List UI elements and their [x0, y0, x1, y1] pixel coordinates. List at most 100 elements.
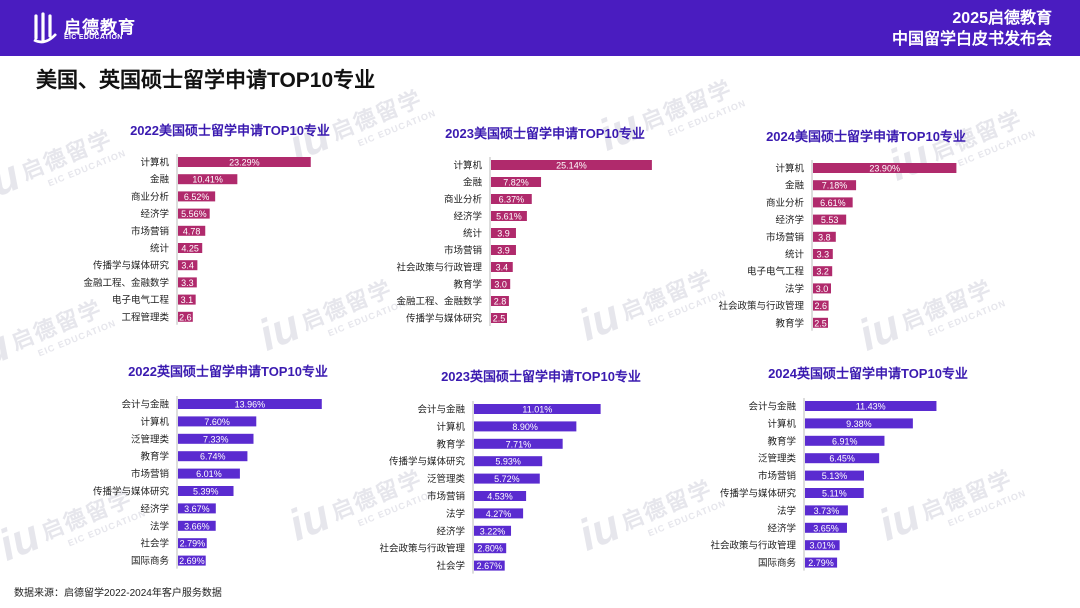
data-value-label: 2.79% [808, 558, 834, 568]
logo-mark-icon [33, 12, 57, 44]
data-bar [178, 538, 207, 549]
category-label: 法学 [785, 283, 804, 295]
data-bar [178, 503, 216, 514]
data-bar [491, 228, 516, 238]
category-label: 商业分析 [131, 191, 170, 203]
data-bar [813, 266, 833, 277]
chart-title: 2022美国硕士留学申请TOP10专业 [130, 123, 330, 138]
data-value-label: 5.13% [822, 471, 848, 481]
data-bar [474, 421, 577, 432]
category-label: 社会政策与行政管理 [710, 540, 796, 552]
data-value-label: 9.38% [846, 419, 872, 429]
category-label: 市场营销 [131, 225, 170, 237]
data-value-label: 2.8 [494, 297, 507, 307]
data-value-label: 4.78 [183, 226, 201, 236]
data-value-label: 6.74% [200, 452, 226, 462]
category-label: 会计与金融 [748, 401, 796, 413]
data-bar [805, 488, 864, 498]
category-label: 工程管理类 [121, 311, 169, 323]
data-value-label: 3.3 [181, 278, 194, 288]
data-source-note: 数据来源：启德留学2022-2024年客户服务数据 [14, 588, 222, 599]
chart-title: 2023英国硕士留学申请TOP10专业 [441, 369, 641, 384]
category-label: 教育学 [453, 279, 482, 291]
data-value-label: 3.22% [480, 526, 506, 536]
data-value-label: 3.9 [497, 229, 510, 239]
category-label: 市场营销 [444, 245, 483, 257]
category-label: 法学 [446, 508, 465, 520]
category-label: 教育学 [775, 317, 804, 329]
page-title: 美国、英国硕士留学申请TOP10专业 [36, 69, 376, 92]
data-bar [474, 508, 524, 519]
data-bar [491, 177, 542, 187]
data-bar [813, 197, 853, 208]
data-value-label: 6.52% [184, 192, 210, 202]
data-bar [178, 225, 206, 236]
data-bar [491, 160, 652, 170]
data-bar [474, 543, 507, 554]
category-label: 商业分析 [444, 194, 483, 206]
category-label: 传播学与媒体研究 [93, 260, 170, 272]
event-title-line-1: 2025启德教育 [952, 10, 1052, 27]
category-label: 社会学 [140, 538, 169, 550]
data-bar [178, 416, 257, 427]
data-value-label: 3.9 [497, 246, 510, 256]
category-label: 计算机 [436, 421, 465, 433]
data-value-label: 3.4 [181, 261, 194, 271]
data-value-label: 2.5 [814, 318, 827, 328]
data-value-label: 2.69% [179, 556, 205, 566]
data-bar [178, 294, 196, 305]
category-label: 统计 [463, 228, 483, 240]
data-value-label: 2.80% [477, 544, 503, 554]
data-bar [178, 243, 203, 253]
data-bar [805, 557, 838, 568]
category-label: 教育学 [140, 451, 169, 463]
data-bar [805, 453, 880, 464]
data-bar [474, 438, 563, 449]
category-label: 电子电气工程 [112, 294, 170, 306]
data-bar [178, 468, 240, 479]
category-label: 社会政策与行政管理 [396, 262, 482, 274]
category-label: 电子电气工程 [747, 266, 805, 278]
category-label: 计算机 [775, 163, 804, 175]
category-label: 计算机 [140, 416, 169, 428]
category-label: 计算机 [767, 418, 796, 430]
data-bar [813, 249, 833, 259]
data-value-label: 25.14% [556, 161, 587, 171]
data-bar [178, 208, 210, 219]
category-label: 传播学与媒体研究 [406, 313, 483, 325]
data-value-label: 11.43% [856, 402, 886, 412]
data-value-label: 4.27% [486, 509, 512, 519]
data-bar [813, 231, 836, 242]
data-value-label: 3.3 [817, 250, 830, 260]
category-label: 市场营销 [131, 468, 170, 480]
data-bar [491, 245, 516, 255]
data-value-label: 3.01% [810, 541, 836, 551]
category-label: 教育学 [436, 438, 465, 450]
data-value-label: 6.45% [829, 454, 855, 464]
data-value-label: 6.91% [832, 436, 858, 446]
data-value-label: 7.18% [822, 181, 848, 191]
data-value-label: 23.90% [869, 164, 900, 174]
category-label: 金融 [150, 174, 170, 186]
data-value-label: 3.66% [184, 521, 210, 531]
data-bar [178, 311, 193, 322]
category-label: 统计 [150, 243, 170, 255]
data-bar [805, 418, 913, 429]
data-value-label: 2.67% [477, 561, 503, 571]
data-bar [474, 404, 601, 414]
data-value-label: 7.60% [204, 417, 230, 427]
category-label: 经济学 [775, 214, 804, 226]
data-bar [813, 214, 847, 225]
category-label: 传播学与媒体研究 [389, 456, 466, 468]
category-label: 市场营销 [758, 470, 797, 482]
data-bar [178, 157, 311, 167]
data-bar [178, 277, 197, 288]
data-value-label: 2.5 [493, 314, 506, 324]
data-bar [491, 279, 511, 289]
category-label: 商业分析 [766, 197, 805, 209]
category-label: 计算机 [140, 157, 169, 169]
category-label: 经济学 [140, 208, 169, 220]
